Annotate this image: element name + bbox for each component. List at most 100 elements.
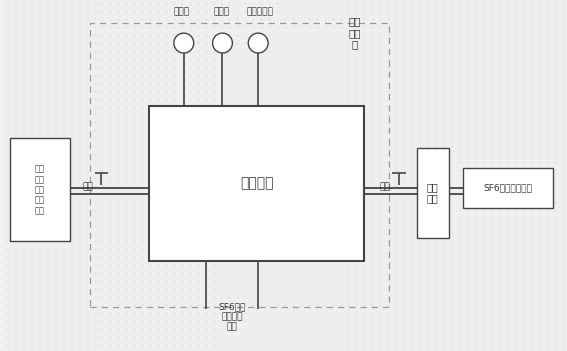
- Point: [352, 1, 361, 6]
- Point: [479, 286, 488, 292]
- Point: [82, 302, 91, 308]
- Point: [535, 144, 544, 149]
- Point: [439, 310, 448, 316]
- Point: [558, 24, 567, 30]
- Point: [98, 231, 107, 236]
- Point: [551, 159, 560, 165]
- Point: [527, 159, 536, 165]
- Point: [114, 112, 123, 117]
- Point: [312, 302, 321, 308]
- Point: [551, 56, 560, 62]
- Point: [98, 247, 107, 252]
- Point: [185, 72, 194, 78]
- Point: [217, 247, 226, 252]
- Point: [43, 8, 52, 14]
- Point: [352, 120, 361, 125]
- Point: [535, 151, 544, 157]
- Point: [495, 80, 504, 86]
- Point: [170, 342, 179, 347]
- Point: [98, 24, 107, 30]
- Point: [11, 88, 20, 93]
- Point: [281, 207, 290, 213]
- Point: [431, 104, 441, 110]
- Point: [519, 342, 528, 347]
- Point: [527, 40, 536, 46]
- Point: [384, 104, 393, 110]
- Point: [312, 167, 321, 173]
- Point: [35, 80, 44, 86]
- Point: [162, 342, 171, 347]
- Point: [193, 215, 202, 220]
- Point: [344, 80, 353, 86]
- Point: [58, 167, 67, 173]
- Point: [392, 207, 401, 213]
- Point: [503, 24, 512, 30]
- Point: [336, 88, 345, 93]
- Point: [392, 104, 401, 110]
- Point: [11, 24, 20, 30]
- Point: [241, 223, 250, 229]
- Point: [408, 127, 417, 133]
- Point: [74, 159, 83, 165]
- Point: [503, 32, 512, 38]
- Point: [344, 278, 353, 284]
- Point: [384, 16, 393, 22]
- Point: [35, 40, 44, 46]
- Point: [463, 88, 472, 93]
- Point: [11, 215, 20, 220]
- Point: [416, 231, 425, 236]
- Point: [519, 104, 528, 110]
- Point: [439, 16, 448, 22]
- Point: [439, 1, 448, 6]
- Point: [400, 48, 409, 54]
- Point: [431, 1, 441, 6]
- Point: [328, 326, 337, 332]
- Point: [130, 8, 139, 14]
- Point: [463, 199, 472, 205]
- Point: [360, 96, 369, 101]
- Point: [217, 175, 226, 181]
- Point: [328, 56, 337, 62]
- Point: [74, 135, 83, 141]
- Point: [114, 342, 123, 347]
- Point: [297, 254, 306, 260]
- Point: [281, 48, 290, 54]
- Point: [320, 24, 329, 30]
- Point: [312, 231, 321, 236]
- Point: [43, 167, 52, 173]
- Point: [424, 175, 433, 181]
- Point: [424, 215, 433, 220]
- Point: [360, 48, 369, 54]
- Point: [392, 127, 401, 133]
- Point: [11, 278, 20, 284]
- Text: 温度
控制
筱: 温度 控制 筱: [348, 16, 361, 49]
- Point: [66, 310, 75, 316]
- Point: [392, 263, 401, 268]
- Point: [336, 96, 345, 101]
- Point: [90, 207, 99, 213]
- Point: [304, 310, 314, 316]
- Point: [336, 270, 345, 276]
- Point: [177, 8, 187, 14]
- Point: [177, 239, 187, 244]
- Point: [416, 32, 425, 38]
- Point: [376, 334, 385, 339]
- Point: [471, 191, 480, 197]
- Point: [336, 159, 345, 165]
- Point: [35, 231, 44, 236]
- Point: [304, 318, 314, 324]
- Point: [66, 334, 75, 339]
- Point: [416, 270, 425, 276]
- Point: [185, 278, 194, 284]
- Point: [193, 318, 202, 324]
- Point: [400, 16, 409, 22]
- Point: [352, 215, 361, 220]
- Point: [487, 127, 496, 133]
- Point: [392, 167, 401, 173]
- Point: [193, 40, 202, 46]
- Point: [58, 263, 67, 268]
- Point: [408, 56, 417, 62]
- Point: [304, 88, 314, 93]
- Point: [146, 247, 155, 252]
- Point: [106, 127, 115, 133]
